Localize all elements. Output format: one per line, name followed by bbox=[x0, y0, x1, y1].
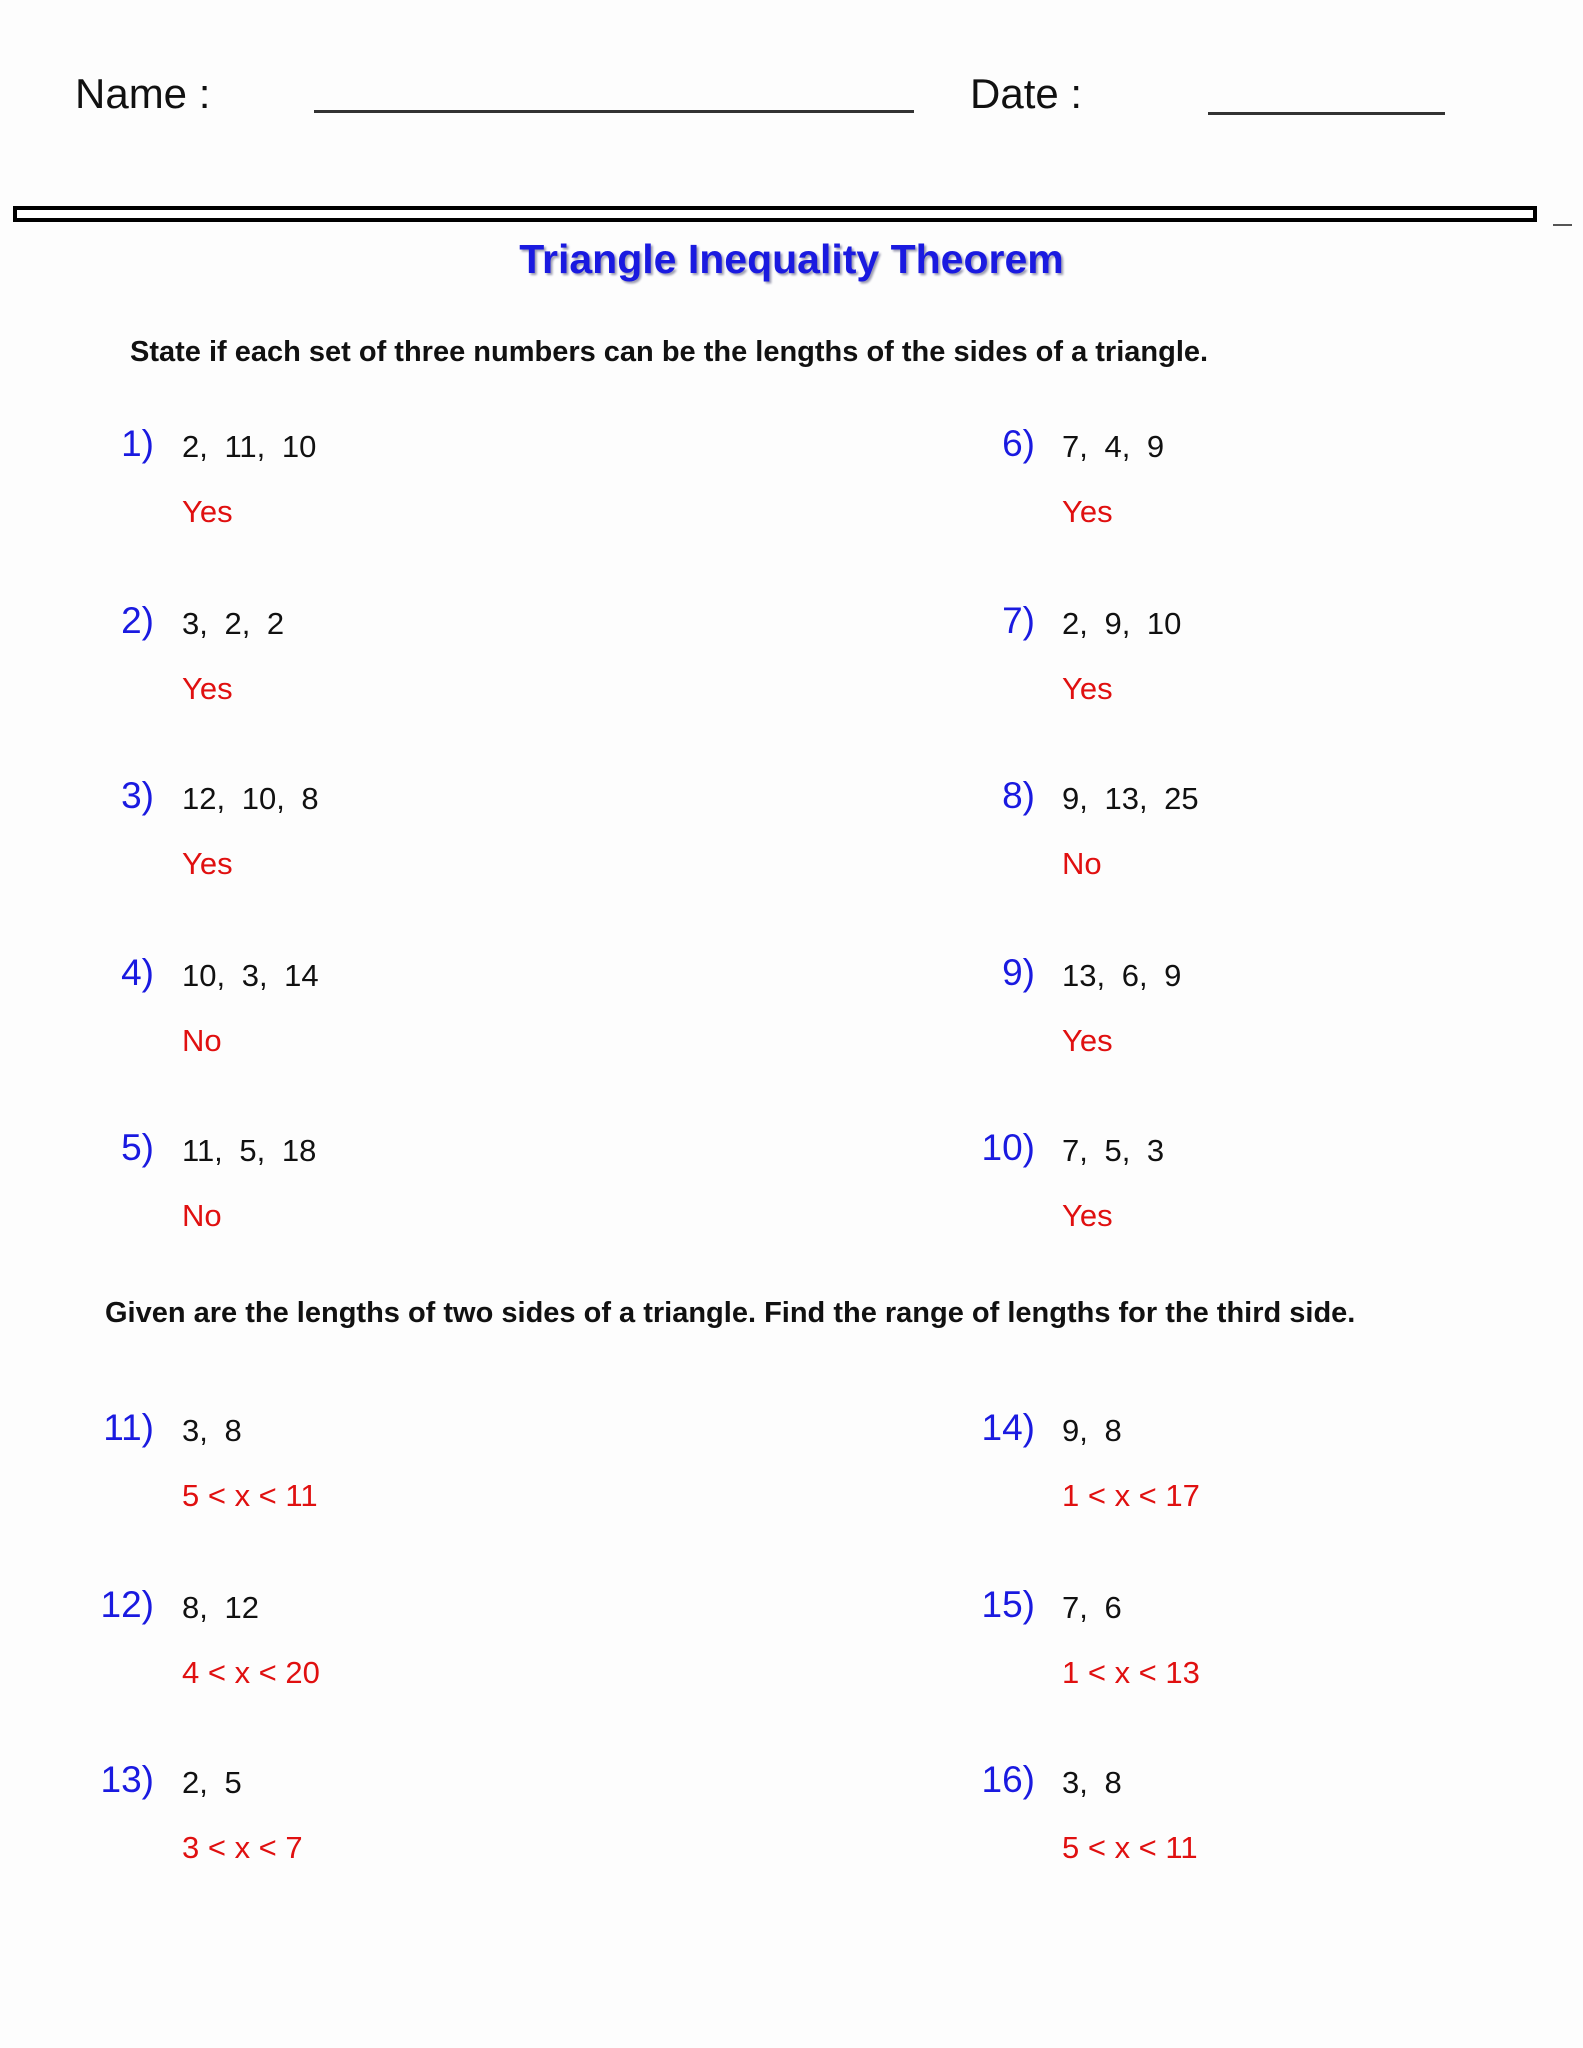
problem-number: 9) bbox=[1002, 952, 1035, 993]
date-label: Date : bbox=[970, 70, 1083, 117]
problem-values: 8, 12 bbox=[182, 1590, 259, 1625]
double-rule-divider bbox=[13, 206, 1537, 222]
section2-instruction: Given are the lengths of two sides of a … bbox=[105, 1297, 1356, 1329]
problem-values: 2, 5 bbox=[182, 1765, 242, 1800]
problem-answer: No bbox=[182, 1198, 222, 1233]
date-field[interactable] bbox=[1208, 112, 1445, 115]
problem-number: 1) bbox=[121, 423, 154, 464]
problem-values: 12, 10, 8 bbox=[182, 781, 319, 816]
problem-answer: Yes bbox=[1062, 1198, 1113, 1233]
problem-number: 12) bbox=[100, 1584, 154, 1625]
problem-number: 10) bbox=[981, 1127, 1035, 1168]
problem-answer: Yes bbox=[1062, 494, 1113, 529]
problem-answer: 5 < x < 11 bbox=[1062, 1830, 1198, 1865]
problem-values: 3, 8 bbox=[1062, 1765, 1122, 1800]
problem-values: 10, 3, 14 bbox=[182, 958, 319, 993]
problem-values: 7, 6 bbox=[1062, 1590, 1122, 1625]
page-title: Triangle Inequality Theorem bbox=[519, 236, 1064, 282]
name-label: Name : bbox=[75, 70, 211, 117]
problem-answer: 4 < x < 20 bbox=[182, 1655, 320, 1690]
problem-answer: Yes bbox=[182, 494, 233, 529]
problem-values: 2, 9, 10 bbox=[1062, 606, 1182, 641]
problem-values: 7, 5, 3 bbox=[1062, 1133, 1165, 1168]
problem-values: 9, 13, 25 bbox=[1062, 781, 1199, 816]
problem-number: 13) bbox=[100, 1759, 154, 1800]
problem-answer: Yes bbox=[182, 671, 233, 706]
problem-number: 8) bbox=[1002, 775, 1035, 816]
problem-number: 6) bbox=[1002, 423, 1035, 464]
problem-values: 7, 4, 9 bbox=[1062, 429, 1165, 464]
problem-answer: 5 < x < 11 bbox=[182, 1478, 318, 1513]
problem-answer: Yes bbox=[182, 846, 233, 881]
problem-answer: 1 < x < 17 bbox=[1062, 1478, 1200, 1513]
problem-values: 9, 8 bbox=[1062, 1413, 1122, 1448]
problem-values: 3, 8 bbox=[182, 1413, 242, 1448]
problem-number: 4) bbox=[121, 952, 154, 993]
problem-number: 11) bbox=[103, 1407, 154, 1448]
dash-mark bbox=[1553, 224, 1572, 226]
problem-answer: No bbox=[182, 1023, 222, 1058]
problem-number: 5) bbox=[121, 1127, 154, 1168]
name-field[interactable] bbox=[314, 110, 914, 113]
problem-values: 2, 11, 10 bbox=[182, 429, 317, 464]
problem-values: 3, 2, 2 bbox=[182, 606, 285, 641]
problem-values: 13, 6, 9 bbox=[1062, 958, 1182, 993]
problem-answer: 1 < x < 13 bbox=[1062, 1655, 1200, 1690]
problem-answer: 3 < x < 7 bbox=[182, 1830, 303, 1865]
problem-answer: Yes bbox=[1062, 671, 1113, 706]
problem-number: 3) bbox=[121, 775, 154, 816]
section1-instruction: State if each set of three numbers can b… bbox=[130, 336, 1209, 368]
problem-number: 16) bbox=[981, 1759, 1035, 1800]
problem-number: 2) bbox=[121, 600, 154, 641]
problem-answer: No bbox=[1062, 846, 1102, 881]
problem-number: 15) bbox=[981, 1584, 1035, 1625]
problem-answer: Yes bbox=[1062, 1023, 1113, 1058]
problem-number: 7) bbox=[1002, 600, 1035, 641]
problem-number: 14) bbox=[981, 1407, 1035, 1448]
problem-values: 11, 5, 18 bbox=[182, 1133, 317, 1168]
